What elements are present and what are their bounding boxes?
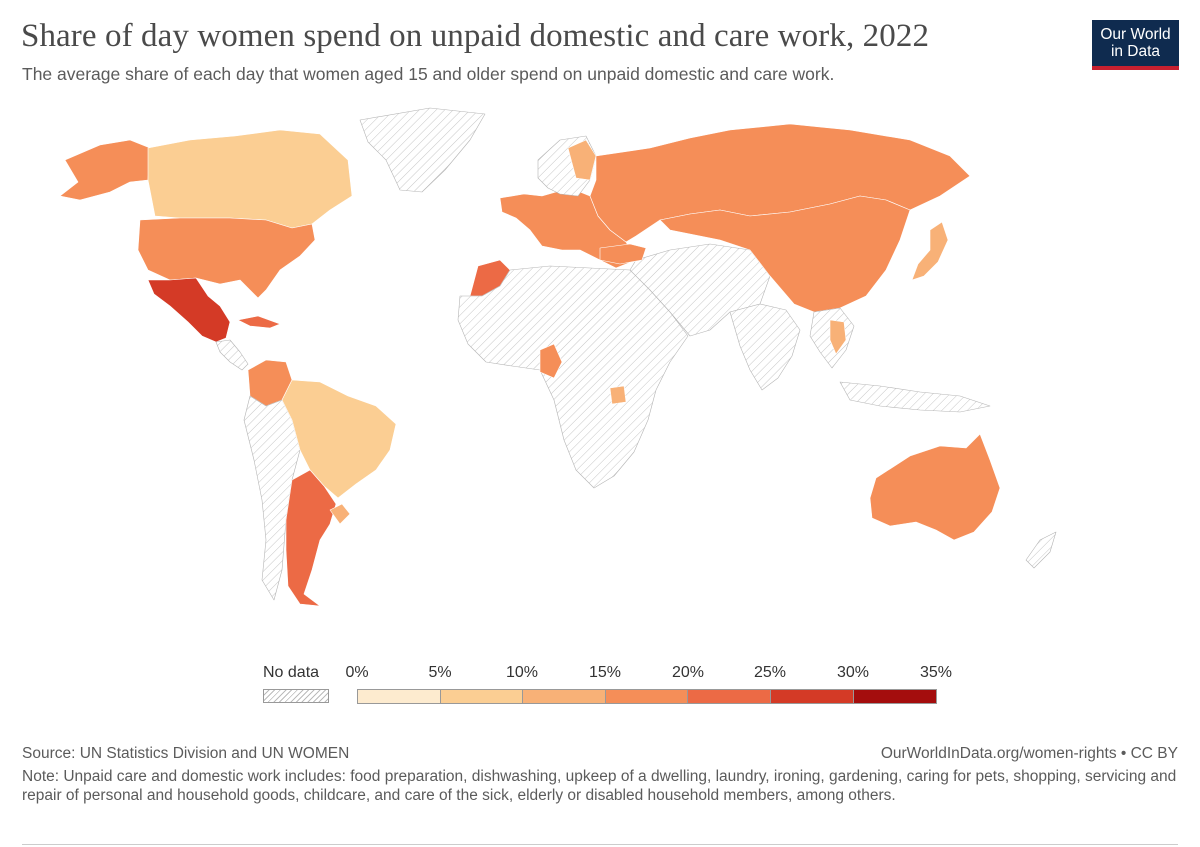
region-new-zealand[interactable] <box>1025 531 1057 569</box>
owid-logo[interactable]: Our World in Data <box>1092 20 1179 70</box>
region-mexico[interactable] <box>147 277 231 343</box>
region-greenland[interactable] <box>359 107 486 193</box>
region-indonesia[interactable] <box>839 381 991 413</box>
region-finland[interactable] <box>567 139 597 181</box>
legend-color-bins <box>357 689 938 704</box>
legend-tick: 10% <box>505 664 539 681</box>
region-turkey[interactable] <box>599 243 647 265</box>
region-argentina[interactable] <box>285 469 337 607</box>
region-uganda[interactable] <box>609 385 627 405</box>
legend-bin[interactable] <box>440 690 524 703</box>
source-text: Source: UN Statistics Division and UN WO… <box>22 745 350 762</box>
region-central-america[interactable] <box>215 339 249 371</box>
region-cameroon[interactable] <box>539 343 563 379</box>
region-india[interactable] <box>729 303 801 391</box>
legend-tick: 15% <box>588 664 622 681</box>
legend-tick: 5% <box>428 664 452 681</box>
credit-link[interactable]: OurWorldInData.org/women-rights • CC BY <box>880 745 1178 762</box>
region-africa[interactable] <box>457 265 689 489</box>
region-thailand[interactable] <box>829 319 847 355</box>
map-legend: No data 0% 5% 10% 15% 20% 25% 30% 35% <box>263 664 953 704</box>
legend-tick: 20% <box>671 664 705 681</box>
logo-line-2: in Data <box>1110 43 1161 60</box>
bottom-divider <box>22 844 1178 845</box>
region-usa[interactable] <box>137 217 316 299</box>
legend-bin[interactable] <box>688 690 771 703</box>
legend-no-data-swatch <box>263 689 329 703</box>
legend-tick: 25% <box>753 664 787 681</box>
legend-tick: 0% <box>345 664 369 681</box>
legend-tick: 35% <box>919 664 953 681</box>
region-brazil[interactable] <box>281 379 397 499</box>
region-china[interactable] <box>659 195 911 313</box>
region-alaska[interactable] <box>59 139 151 201</box>
legend-bin[interactable] <box>523 690 606 703</box>
legend-bin[interactable] <box>605 690 689 703</box>
legend-bin[interactable] <box>853 690 937 703</box>
region-uruguay[interactable] <box>329 503 351 525</box>
legend-no-data-label: No data <box>263 664 320 681</box>
footnote: Note: Unpaid care and domestic work incl… <box>22 768 1177 804</box>
region-japan[interactable] <box>911 221 949 281</box>
legend-bin[interactable] <box>358 690 441 703</box>
logo-line-1: Our World <box>1100 26 1171 43</box>
chart-subtitle: The average share of each day that women… <box>22 64 835 84</box>
chart-title: Share of day women spend on unpaid domes… <box>21 18 930 54</box>
region-canada[interactable] <box>147 129 353 229</box>
legend-tick: 30% <box>836 664 870 681</box>
region-caribbean[interactable] <box>237 315 281 329</box>
world-map <box>59 107 1057 607</box>
region-australia[interactable] <box>869 433 1001 541</box>
legend-bin[interactable] <box>770 690 854 703</box>
